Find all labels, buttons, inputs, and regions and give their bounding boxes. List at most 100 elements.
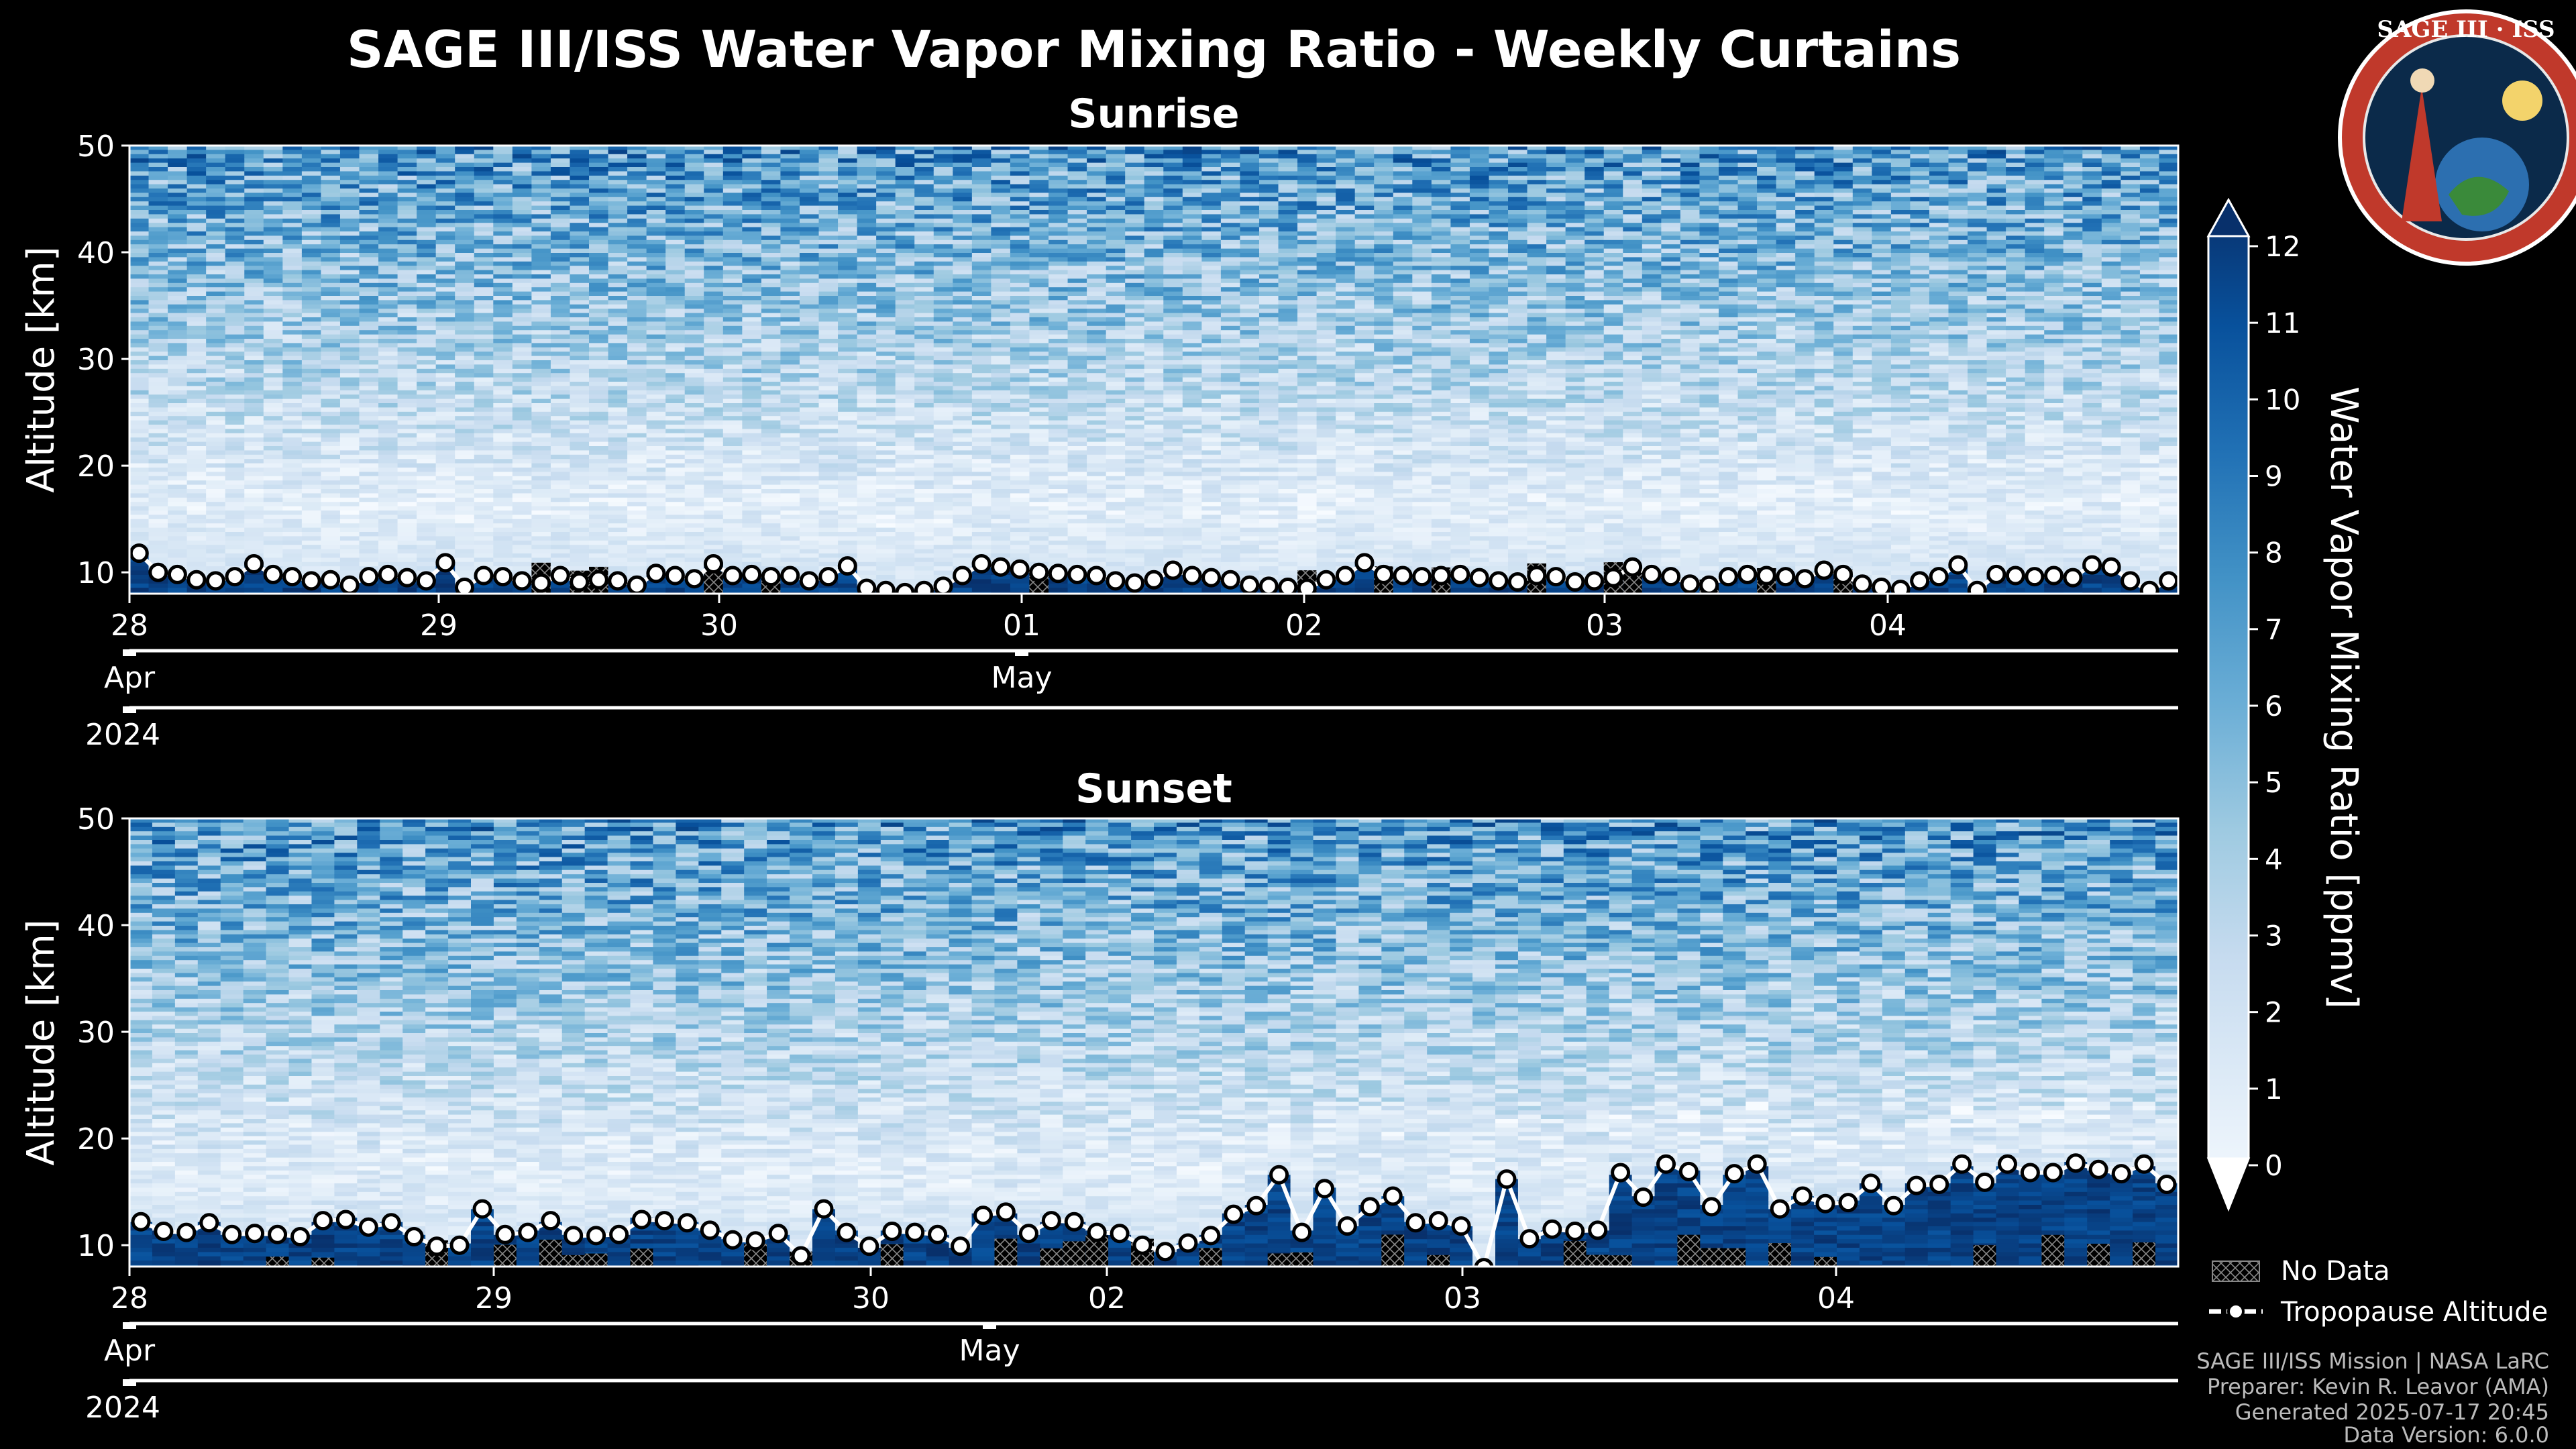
heatmap-cell [493, 347, 513, 352]
heatmap-cell [225, 291, 245, 297]
heatmap-cell [225, 356, 245, 361]
heatmap-cell [531, 511, 551, 515]
heatmap-cell [474, 304, 494, 309]
heatmap-cell [129, 197, 150, 202]
heatmap-cell [301, 411, 322, 417]
heatmap-cell [397, 244, 417, 249]
heatmap-cell [321, 257, 341, 262]
heatmap-cell [378, 282, 398, 288]
heatmap-cell [168, 398, 188, 404]
heatmap-cell [608, 253, 628, 258]
heatmap-cell [799, 274, 820, 279]
heatmap-cell [168, 214, 188, 219]
heatmap-cell [799, 446, 820, 451]
heatmap-cell [780, 403, 800, 408]
heatmap-cell [953, 205, 973, 211]
heatmap-cell [646, 540, 666, 545]
heatmap-cell [857, 227, 877, 232]
heatmap-cell [914, 239, 934, 245]
heatmap-cell [397, 239, 417, 245]
heatmap-cell [512, 416, 532, 421]
heatmap-cell [799, 502, 820, 506]
heatmap-cell [148, 189, 168, 193]
heatmap-cell [531, 193, 551, 198]
heatmap-cell [244, 304, 264, 309]
heatmap-cell [206, 540, 226, 545]
heatmap-cell [359, 248, 379, 254]
heatmap-cell [282, 454, 303, 460]
heatmap-cell [838, 244, 858, 249]
heatmap-cell [608, 527, 628, 533]
heatmap-cell [301, 210, 322, 215]
heatmap-cell [570, 472, 590, 477]
heatmap-cell [474, 394, 494, 399]
heatmap-cell [474, 506, 494, 511]
heatmap-cell [397, 193, 417, 198]
heatmap-cell [321, 171, 341, 176]
heatmap-cell [933, 356, 953, 361]
heatmap-cell [704, 270, 724, 275]
heatmap-cell [474, 532, 494, 537]
heatmap-cell [857, 519, 877, 524]
heatmap-cell [282, 416, 303, 421]
heatmap-cell [397, 162, 417, 168]
heatmap-cell [531, 429, 551, 434]
heatmap-cell [742, 231, 762, 236]
heatmap-cell [321, 489, 341, 494]
heatmap-cell [608, 382, 628, 386]
heatmap-cell [339, 549, 360, 554]
heatmap-cell [684, 162, 704, 168]
heatmap-cell [186, 313, 207, 318]
heatmap-cell [799, 450, 820, 455]
heatmap-cell [589, 407, 609, 413]
heatmap-cell [282, 497, 303, 502]
heatmap-cell [263, 364, 283, 370]
heatmap-cell [627, 364, 647, 370]
heatmap-cell [206, 472, 226, 477]
heatmap-cell [646, 154, 666, 159]
heatmap-cell [435, 296, 455, 301]
heatmap-cell [704, 150, 724, 155]
heatmap-cell [206, 214, 226, 219]
heatmap-cell [282, 545, 303, 549]
heatmap-cell [1029, 239, 1049, 245]
heatmap-cell [550, 150, 571, 155]
heatmap-cell [742, 347, 762, 352]
heatmap-cell [570, 239, 590, 245]
heatmap-cell [684, 214, 704, 219]
heatmap-cell [321, 205, 341, 211]
heatmap-cell [550, 231, 571, 236]
heatmap-cell [417, 493, 437, 498]
heatmap-cell [646, 300, 666, 305]
heatmap-cell [684, 398, 704, 404]
heatmap-cell [129, 386, 150, 391]
heatmap-cell [225, 167, 245, 172]
heatmap-cell [397, 480, 417, 485]
heatmap-cell [646, 489, 666, 494]
heatmap-cell [953, 386, 973, 391]
heatmap-cell [665, 515, 686, 520]
heatmap-cell [455, 377, 475, 382]
heatmap-cell [704, 468, 724, 472]
heatmap-cell [550, 398, 571, 404]
heatmap-cell [550, 557, 571, 563]
heatmap-cell [971, 158, 991, 163]
heatmap-cell [838, 398, 858, 404]
heatmap-cell [168, 158, 188, 163]
heatmap-cell [359, 429, 379, 434]
heatmap-cell [991, 459, 1011, 464]
heatmap-cell [1010, 193, 1030, 198]
heatmap-cell [704, 502, 724, 506]
heatmap-cell [493, 197, 513, 202]
heatmap-cell [761, 416, 782, 421]
heatmap-cell [148, 403, 168, 408]
heatmap-cell [608, 360, 628, 365]
heatmap-cell [129, 257, 150, 262]
heatmap-cell [665, 317, 686, 322]
heatmap-cell [646, 197, 666, 202]
heatmap-cell [589, 218, 609, 223]
heatmap-cell [722, 197, 743, 202]
heatmap-cell [186, 502, 207, 506]
heatmap-cell [895, 420, 915, 425]
heatmap-cell [1010, 446, 1030, 451]
